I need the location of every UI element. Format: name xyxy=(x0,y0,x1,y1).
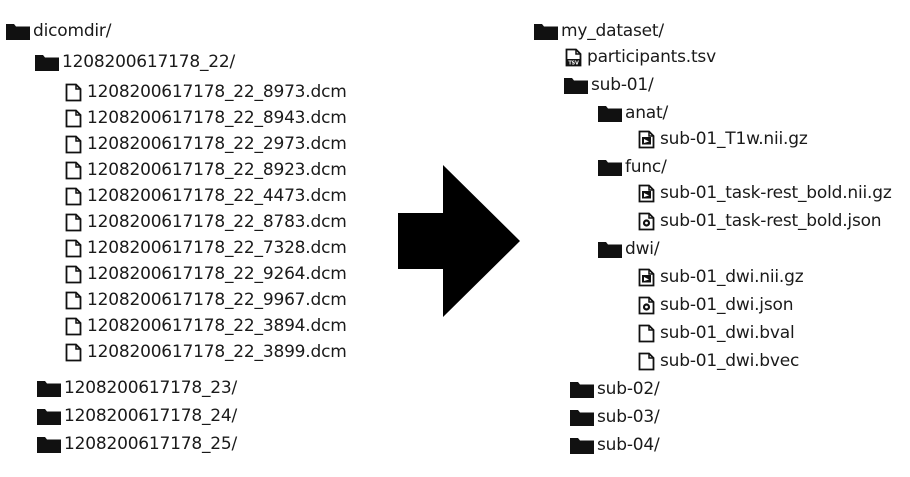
folder-label: sub-01/ xyxy=(591,75,654,95)
file-icon xyxy=(65,265,82,284)
tree-file[interactable]: sub-01_task-rest_bold.json xyxy=(635,209,882,233)
tree-file[interactable]: 1208200617178_22_7328.dcm xyxy=(62,236,347,260)
folder-icon xyxy=(564,75,588,95)
folder-icon xyxy=(570,435,594,455)
folder-label: sub-02/ xyxy=(597,379,660,399)
file-icon xyxy=(65,213,82,232)
folder-icon xyxy=(534,21,558,41)
tree-folder[interactable]: dwi/ xyxy=(598,237,660,261)
folder-icon xyxy=(598,239,622,259)
folder-label: 1208200617178_22/ xyxy=(62,52,236,72)
tree-folder[interactable]: anat/ xyxy=(598,101,668,125)
file-icon xyxy=(65,291,82,310)
tree-file[interactable]: sub-01_dwi.bvec xyxy=(635,349,799,373)
file-label: 1208200617178_22_9967.dcm xyxy=(87,290,347,310)
folder-icon xyxy=(570,379,594,399)
tree-folder[interactable]: 1208200617178_22/ xyxy=(35,50,235,74)
tree-folder[interactable]: func/ xyxy=(598,155,667,179)
file-label: 1208200617178_22_8943.dcm xyxy=(87,108,347,128)
tree-folder[interactable]: 1208200617178_23/ xyxy=(37,376,237,400)
folder-label: sub-03/ xyxy=(597,407,660,427)
file-icon xyxy=(638,324,655,343)
folder-icon xyxy=(598,103,622,123)
tree-file[interactable]: sub-01_T1w.nii.gz xyxy=(635,127,808,151)
tree-file[interactable]: 1208200617178_22_9967.dcm xyxy=(62,288,347,312)
tree-folder[interactable]: sub-01/ xyxy=(564,73,654,97)
tree-file[interactable]: 1208200617178_22_8973.dcm xyxy=(62,80,347,104)
folder-icon xyxy=(35,52,59,72)
file-label: 1208200617178_22_3894.dcm xyxy=(87,316,347,336)
file-label: sub-01_task-rest_bold.json xyxy=(660,211,882,231)
tree-file[interactable]: 1208200617178_22_9264.dcm xyxy=(62,262,347,286)
folder-label: 1208200617178_25/ xyxy=(64,434,238,454)
file-label: 1208200617178_22_8783.dcm xyxy=(87,212,347,232)
nifti-file-icon xyxy=(638,184,655,203)
folder-icon xyxy=(598,157,622,177)
json-file-icon xyxy=(638,296,655,315)
file-icon xyxy=(638,352,655,371)
file-label: 1208200617178_22_2973.dcm xyxy=(87,134,347,154)
tree-folder[interactable]: dicomdir/ xyxy=(6,19,111,43)
file-icon xyxy=(65,109,82,128)
file-label: 1208200617178_22_8973.dcm xyxy=(87,82,347,102)
folder-label: sub-04/ xyxy=(597,435,660,455)
file-label: 1208200617178_22_7328.dcm xyxy=(87,238,347,258)
folder-icon xyxy=(37,434,61,454)
right-arrow-icon xyxy=(398,165,520,321)
tree-file[interactable]: 1208200617178_22_2973.dcm xyxy=(62,132,347,156)
tree-file[interactable]: TSV participants.tsv xyxy=(562,45,716,69)
tree-folder[interactable]: sub-02/ xyxy=(570,377,660,401)
folder-icon xyxy=(37,378,61,398)
file-label: sub-01_dwi.nii.gz xyxy=(660,267,804,287)
tree-file[interactable]: sub-01_dwi.json xyxy=(635,293,793,317)
file-label: 1208200617178_22_3899.dcm xyxy=(87,342,347,362)
tsv-icon-label: TSV xyxy=(568,60,579,66)
tree-file[interactable]: sub-01_dwi.nii.gz xyxy=(635,265,804,289)
tree-file[interactable]: 1208200617178_22_4473.dcm xyxy=(62,184,347,208)
json-file-icon xyxy=(638,212,655,231)
tsv-file-icon: TSV xyxy=(565,48,582,67)
file-icon xyxy=(65,135,82,154)
nifti-file-icon xyxy=(638,130,655,149)
folder-label: dwi/ xyxy=(625,239,660,259)
file-label: sub-01_dwi.bval xyxy=(660,323,795,343)
folder-label: anat/ xyxy=(625,103,669,123)
file-icon xyxy=(65,83,82,102)
file-icon xyxy=(65,317,82,336)
file-label: 1208200617178_22_9264.dcm xyxy=(87,264,347,284)
file-label: 1208200617178_22_8923.dcm xyxy=(87,160,347,180)
tree-folder[interactable]: 1208200617178_25/ xyxy=(37,432,237,456)
folder-label: 1208200617178_24/ xyxy=(64,406,238,426)
file-label: sub-01_task-rest_bold.nii.gz xyxy=(660,183,892,203)
file-icon xyxy=(65,161,82,180)
file-icon xyxy=(65,343,82,362)
file-label: sub-01_dwi.bvec xyxy=(660,351,800,371)
file-label: sub-01_T1w.nii.gz xyxy=(660,129,808,149)
tree-folder[interactable]: 1208200617178_24/ xyxy=(37,404,237,428)
folder-icon xyxy=(6,21,30,41)
folder-label: func/ xyxy=(625,157,667,177)
tree-folder[interactable]: sub-04/ xyxy=(570,433,660,457)
tree-file[interactable]: 1208200617178_22_8923.dcm xyxy=(62,158,347,182)
tree-file[interactable]: 1208200617178_22_8783.dcm xyxy=(62,210,347,234)
file-label: sub-01_dwi.json xyxy=(660,295,794,315)
file-icon xyxy=(65,239,82,258)
tree-file[interactable]: 1208200617178_22_3894.dcm xyxy=(62,314,347,338)
tree-folder[interactable]: sub-03/ xyxy=(570,405,660,429)
folder-label: my_dataset/ xyxy=(561,21,664,41)
tree-file[interactable]: 1208200617178_22_3899.dcm xyxy=(62,340,347,364)
tree-file[interactable]: 1208200617178_22_8943.dcm xyxy=(62,106,347,130)
file-label: participants.tsv xyxy=(587,47,716,67)
folder-label: dicomdir/ xyxy=(33,21,112,41)
file-label: 1208200617178_22_4473.dcm xyxy=(87,186,347,206)
folder-icon xyxy=(37,406,61,426)
tree-file[interactable]: sub-01_dwi.bval xyxy=(635,321,795,345)
file-icon xyxy=(65,187,82,206)
tree-folder[interactable]: my_dataset/ xyxy=(534,19,664,43)
nifti-file-icon xyxy=(638,268,655,287)
folder-icon xyxy=(570,407,594,427)
folder-label: 1208200617178_23/ xyxy=(64,378,238,398)
tree-file[interactable]: sub-01_task-rest_bold.nii.gz xyxy=(635,181,892,205)
